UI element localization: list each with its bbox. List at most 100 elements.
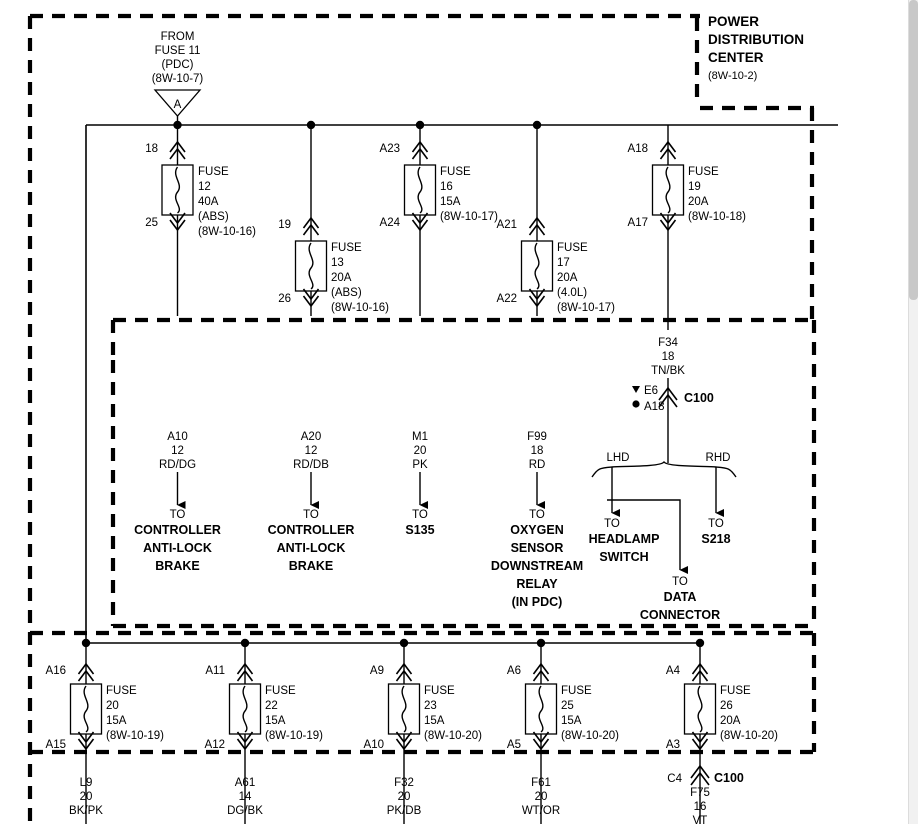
fuse-20-ref: (8W-10-19): [106, 730, 164, 742]
fuse-19-word: FUSE: [688, 166, 719, 178]
c100-bottom-color: VT: [693, 815, 708, 824]
c100-top-gauge: 18: [662, 351, 675, 363]
fuse-16-word: FUSE: [440, 166, 471, 178]
fuse-13-note: (ABS): [331, 287, 362, 299]
branch-f99-dest2: SENSOR: [511, 541, 564, 555]
fuse-26-number: 26: [720, 700, 733, 712]
fuse-23-group[interactable]: [387, 643, 421, 824]
fuse-22-top-pin: A11: [205, 665, 225, 677]
pdc-bottom-dashed-box: [30, 630, 817, 755]
fuse-23-ref: (8W-10-20): [424, 730, 482, 742]
c100-bottom-circuit: F75: [690, 787, 710, 799]
fuse-12-top-pin: 18: [145, 143, 158, 155]
fuse-12-group[interactable]: [161, 125, 194, 316]
fuse-16-rating: 15A: [440, 196, 461, 208]
bottom-wire-1-circuit: A61: [235, 777, 255, 789]
branch-m1-gauge: 20: [414, 445, 427, 457]
branch-a20-dest3: BRAKE: [289, 559, 333, 573]
bottom-wire-3-color: WT/OR: [522, 805, 560, 817]
fuse-13-rating: 20A: [331, 272, 352, 284]
fuse-26-word: FUSE: [720, 685, 751, 697]
c100-top-connector[interactable]: [632, 378, 678, 463]
source-line3: (PDC): [162, 59, 194, 71]
fuse-17-top-pin: A21: [497, 219, 517, 231]
pdc-top-dashed-box: [110, 105, 815, 360]
fuse-25-number: 25: [561, 700, 574, 712]
fuse-19-ref: (8W-10-18): [688, 211, 746, 223]
fuse-17-bottom-pin: A22: [497, 293, 517, 305]
c100-top-connector-label: C100: [684, 391, 714, 405]
fuse-12-word: FUSE: [198, 166, 229, 178]
source-ref: (8W-10-7): [152, 73, 204, 85]
branch-a20-dest1: CONTROLLER: [268, 523, 355, 537]
branch-a10-circuit: A10: [167, 431, 187, 443]
branch-a10-color: RD/DG: [159, 459, 196, 471]
rhd-dest1: S218: [701, 532, 730, 546]
fuse-26-top-pin: A4: [666, 665, 681, 677]
fuse-20-rating: 15A: [106, 715, 127, 727]
branch-a20-color: RD/DB: [293, 459, 329, 471]
c100-bottom-gauge: 16: [694, 801, 707, 813]
fuse-13-number: 13: [331, 257, 344, 269]
fuse-22-group[interactable]: [228, 643, 262, 824]
fuse-20-top-pin: A16: [46, 665, 66, 677]
fuse-19-number: 19: [688, 181, 701, 193]
fuse-16-bottom-pin: A24: [380, 217, 401, 229]
fuse-17-number: 17: [557, 257, 570, 269]
branch-f99-dest4: RELAY: [516, 577, 558, 591]
pdc-title-line1: POWER: [708, 14, 759, 29]
lhd-dest2: SWITCH: [599, 550, 648, 564]
lhd-label: LHD: [606, 452, 629, 464]
fuse-13-group[interactable]: [294, 125, 328, 316]
fuse-25-word: FUSE: [561, 685, 592, 697]
fuse-12-rating: 40A: [198, 196, 219, 208]
fuse-17-word: FUSE: [557, 242, 588, 254]
fuse-19-bottom-pin: A17: [628, 217, 648, 229]
fuse-25-rating: 15A: [561, 715, 582, 727]
fuse-25-group[interactable]: [524, 643, 558, 824]
fuse-17-ref: (8W-10-17): [557, 302, 615, 314]
fuse-17-group[interactable]: [520, 125, 554, 316]
pdc-outer-dashed-border: [27, 13, 700, 824]
branch-a20-to: TO: [303, 509, 319, 521]
bottom-wire-2-circuit: F32: [394, 777, 414, 789]
bottom-wire-3-circuit: F61: [531, 777, 551, 789]
fuse-20-group[interactable]: [69, 643, 103, 824]
fuse-19-group[interactable]: [651, 125, 685, 330]
fuse-22-ref: (8W-10-19): [265, 730, 323, 742]
branch-f99-circuit: F99: [527, 431, 547, 443]
branch-a10-dest2: ANTI-LOCK: [143, 541, 212, 555]
bottom-wire-2-gauge: 20: [398, 791, 411, 803]
c100-bottom-cavity: C4: [667, 773, 682, 785]
fuse-23-word: FUSE: [424, 685, 455, 697]
fuse-16-ref: (8W-10-17): [440, 211, 498, 223]
pdc-middle-dashed-box: [110, 320, 817, 629]
branch-f99-to: TO: [529, 509, 545, 521]
branch-m1-to: TO: [412, 509, 428, 521]
fuse-12-number: 12: [198, 181, 211, 193]
fuse-19-rating: 20A: [688, 196, 709, 208]
pdc-title-line3: CENTER: [708, 50, 764, 65]
fuse-12-note: (ABS): [198, 211, 229, 223]
page-scrollbar-track[interactable]: [908, 0, 918, 824]
fuse-12-ref: (8W-10-16): [198, 226, 256, 238]
fuse-16-top-pin: A23: [380, 143, 400, 155]
page-scrollbar-thumb[interactable]: [909, 0, 918, 300]
branch-f99-gauge: 18: [531, 445, 544, 457]
fuse-22-number: 22: [265, 700, 278, 712]
source-splice-letter: A: [174, 99, 182, 111]
branch-a10-dest3: BRAKE: [155, 559, 199, 573]
fuse-25-bottom-pin: A5: [507, 739, 521, 751]
branch-a20-gauge: 12: [305, 445, 318, 457]
data-connector-to: TO: [672, 576, 688, 588]
fuse-26-rating: 20A: [720, 715, 741, 727]
c100-top-circuit: F34: [658, 337, 678, 349]
branch-a10-gauge: 12: [171, 445, 184, 457]
fuse-17-note: (4.0L): [557, 287, 587, 299]
fuse-26-group[interactable]: [683, 643, 717, 824]
fuse-22-rating: 15A: [265, 715, 286, 727]
fuse-16-group[interactable]: [403, 125, 437, 316]
